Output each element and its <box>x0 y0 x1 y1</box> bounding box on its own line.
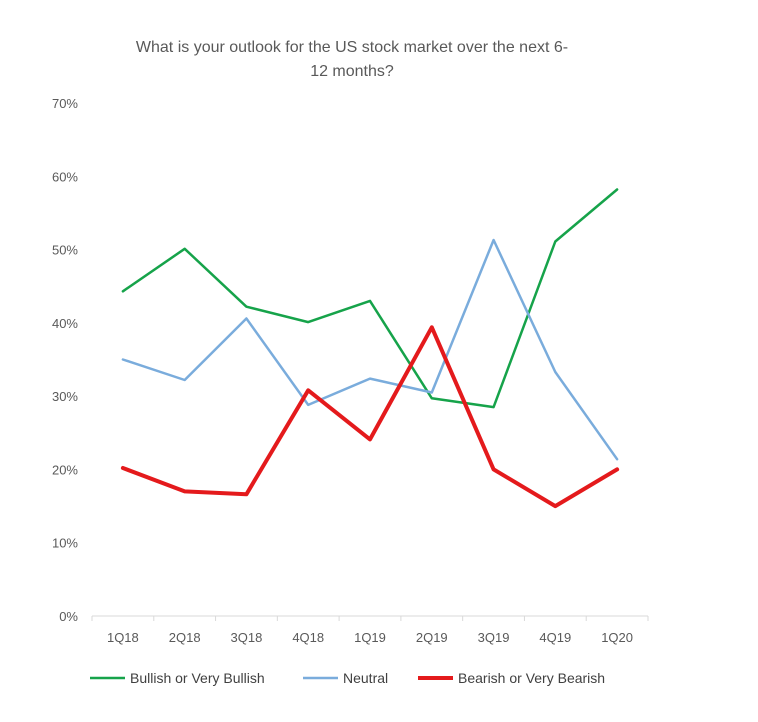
legend-label: Neutral <box>343 670 388 686</box>
x-tick-label: 1Q19 <box>354 630 386 645</box>
y-tick-label: 70% <box>52 96 78 111</box>
legend: Bullish or Very Bullish Neutral Bearish or… <box>90 670 605 686</box>
chart-title-line: 12 months? <box>310 63 394 80</box>
y-tick-label: 10% <box>52 536 78 551</box>
y-tick-label: 60% <box>52 169 78 184</box>
legend-label: Bearish or Very Bearish <box>458 670 605 686</box>
x-tick-label: 2Q19 <box>416 630 448 645</box>
y-tick-label: 20% <box>52 462 78 477</box>
chart-title: What is your outlook for the US stock ma… <box>136 39 568 80</box>
x-tick-label: 2Q18 <box>169 630 201 645</box>
series-line-3 <box>120 325 620 509</box>
x-tick-label: 3Q18 <box>231 630 263 645</box>
y-tick-label: 50% <box>52 243 78 258</box>
y-tick-label: 0% <box>59 609 78 624</box>
y-tick-label: 40% <box>52 316 78 331</box>
y-tick-label: 30% <box>52 389 78 404</box>
series-line-1 <box>121 188 619 409</box>
x-tick-label: 1Q20 <box>601 630 633 645</box>
x-tick-label: 4Q19 <box>539 630 571 645</box>
x-tick-label: 3Q19 <box>478 630 510 645</box>
x-tick-label: 4Q18 <box>292 630 324 645</box>
x-tick-label: 1Q18 <box>107 630 139 645</box>
x-axis: 1Q18 2Q18 3Q18 4Q18 1Q19 2Q19 3Q19 4Q19 1Q20 <box>91 615 649 645</box>
chart-title-line: What is your outlook for the US stock ma… <box>136 39 568 56</box>
legend-label: Bullish or Very Bullish <box>130 670 265 686</box>
y-axis: 0% 10% 20% 30% 40% 50% 60% 70% <box>52 96 78 624</box>
series-lines <box>120 188 620 509</box>
